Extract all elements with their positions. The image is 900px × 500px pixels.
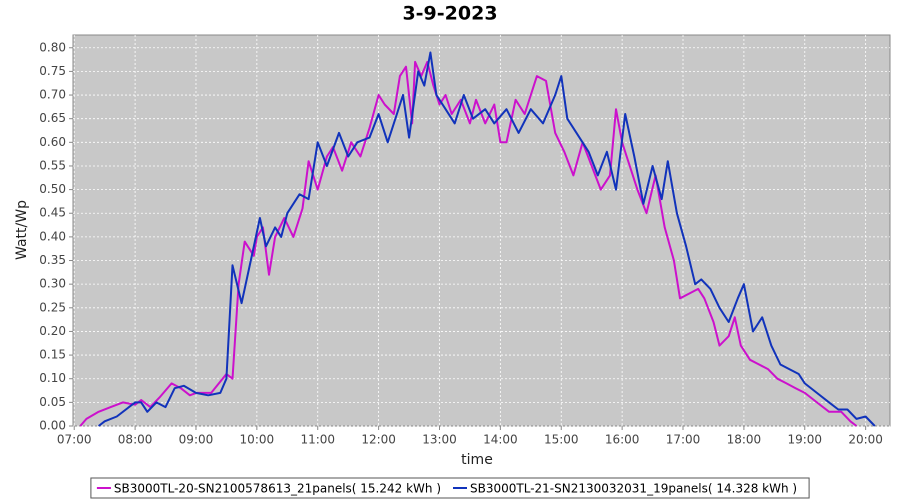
y-tick-label: 0.50 <box>39 182 66 196</box>
plot-area <box>72 34 891 427</box>
y-tick-label: 0.40 <box>39 229 66 243</box>
x-tick-label: 12:00 <box>361 433 396 447</box>
x-tick-label: 10:00 <box>240 433 275 447</box>
chart-title: 3-9-2023 <box>402 3 497 25</box>
y-tick-label: 0.55 <box>39 158 66 172</box>
y-tick-label: 0.10 <box>39 371 66 385</box>
legend-box <box>90 477 810 499</box>
y-tick-label: 0.75 <box>39 64 66 78</box>
x-tick-label: 14:00 <box>483 433 518 447</box>
x-tick-label: 15:00 <box>544 433 579 447</box>
x-tick-label: 17:00 <box>666 433 701 447</box>
y-tick-label: 0.70 <box>39 88 66 102</box>
y-tick-label: 0.35 <box>39 253 66 267</box>
x-tick-label: 20:00 <box>848 433 883 447</box>
y-tick-label: 0.45 <box>39 206 66 220</box>
y-tick-label: 0.65 <box>39 111 66 125</box>
y-tick-label: 0.25 <box>39 300 66 314</box>
y-tick-label: 0.30 <box>39 277 66 291</box>
legend-label: SB3000TL-20-SN2100578613_21panels( 15.24… <box>114 482 441 496</box>
legend-label: SB3000TL-21-SN2130032031_19panels( 14.32… <box>470 482 797 496</box>
y-tick-label: 0.80 <box>39 40 66 54</box>
x-tick-label: 19:00 <box>787 433 822 447</box>
x-tick-label: 11:00 <box>300 433 335 447</box>
x-tick-label: 18:00 <box>727 433 762 447</box>
x-tick-label: 16:00 <box>605 433 640 447</box>
y-tick-label: 0.20 <box>39 324 66 338</box>
series-line <box>79 60 858 427</box>
x-tick-label: 07:00 <box>57 433 92 447</box>
y-axis-label: Watt/Wp <box>14 200 30 260</box>
x-tick-label: 08:00 <box>118 433 153 447</box>
x-tick-label: 13:00 <box>422 433 457 447</box>
y-tick-label: 0.60 <box>39 135 66 149</box>
y-tick-label: 0.00 <box>39 419 66 433</box>
x-axis-label: time <box>461 452 493 468</box>
y-tick-label: 0.15 <box>39 348 66 362</box>
y-tick-label: 0.05 <box>39 395 66 409</box>
series-line <box>97 51 876 427</box>
x-tick-label: 09:00 <box>179 433 214 447</box>
